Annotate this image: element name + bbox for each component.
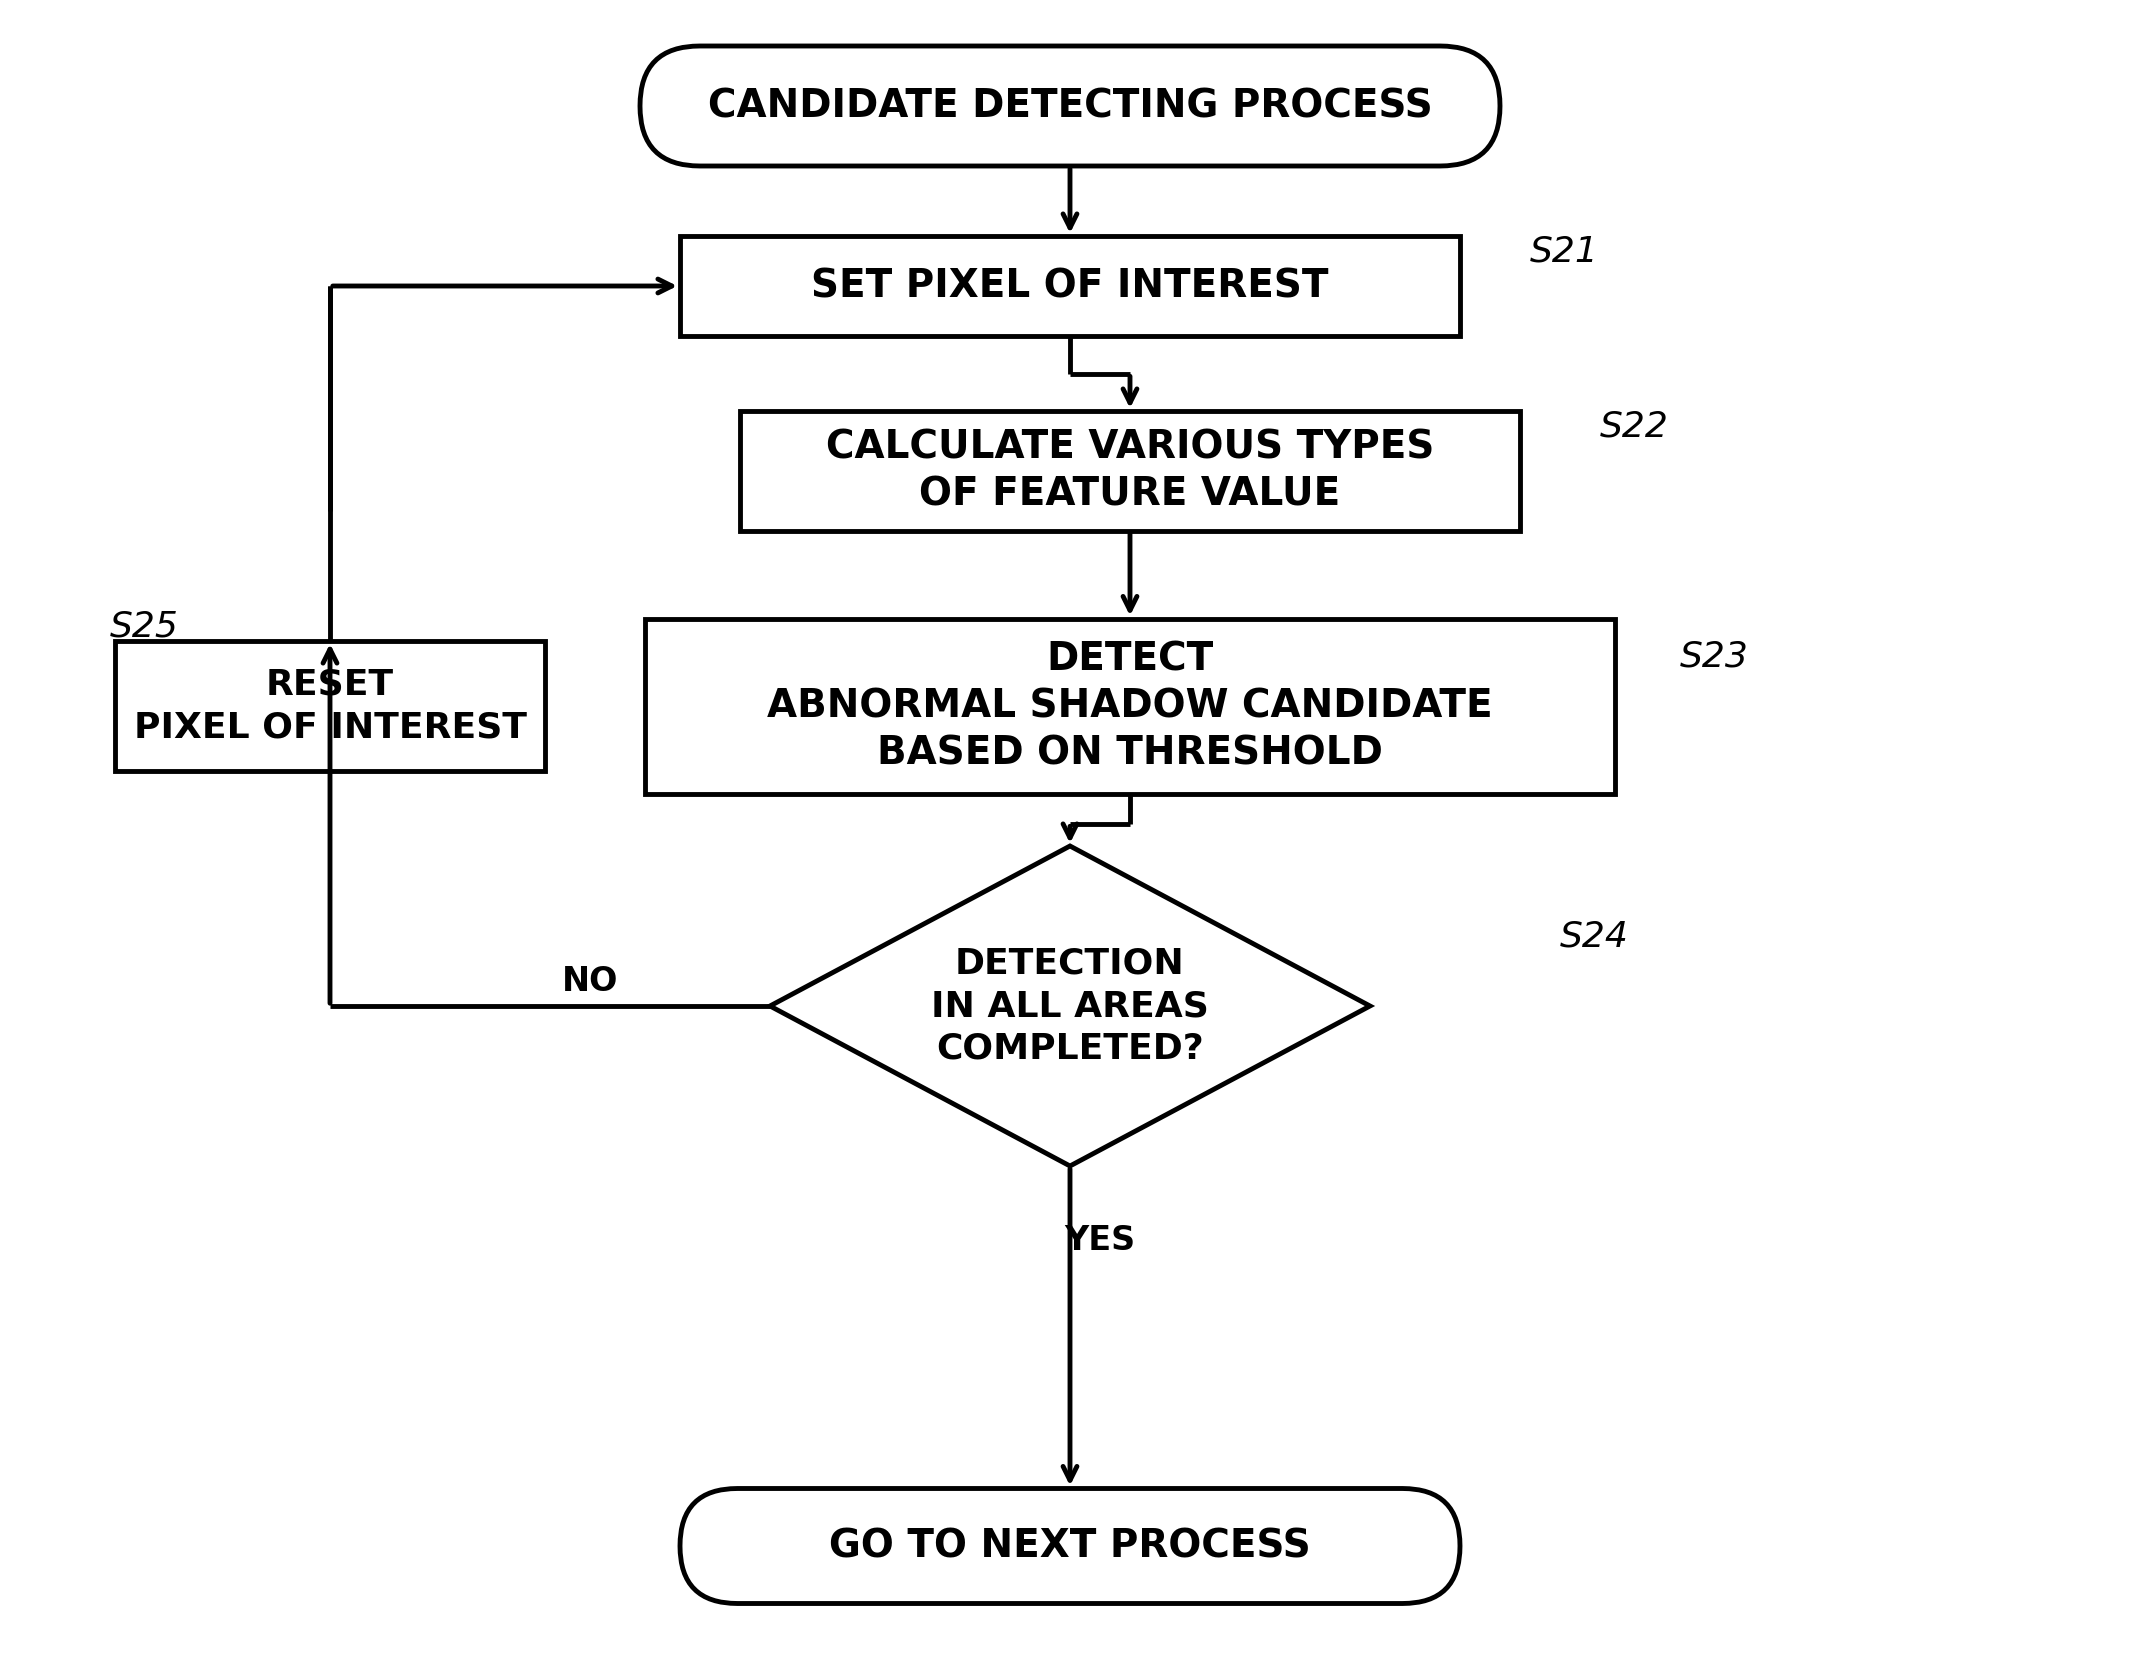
- Text: NO: NO: [563, 965, 618, 998]
- FancyBboxPatch shape: [740, 412, 1519, 531]
- Text: CANDIDATE DETECTING PROCESS: CANDIDATE DETECTING PROCESS: [708, 87, 1432, 125]
- Text: S21: S21: [1530, 233, 1599, 268]
- Text: RESET
PIXEL OF INTEREST: RESET PIXEL OF INTEREST: [133, 668, 526, 745]
- Text: S23: S23: [1680, 640, 1748, 673]
- Text: CALCULATE VARIOUS TYPES
OF FEATURE VALUE: CALCULATE VARIOUS TYPES OF FEATURE VALUE: [826, 428, 1434, 513]
- FancyBboxPatch shape: [681, 1488, 1459, 1603]
- Text: GO TO NEXT PROCESS: GO TO NEXT PROCESS: [828, 1528, 1312, 1564]
- Polygon shape: [770, 846, 1370, 1166]
- FancyBboxPatch shape: [116, 641, 546, 771]
- FancyBboxPatch shape: [644, 618, 1616, 793]
- Text: DETECT
ABNORMAL SHADOW CANDIDATE
BASED ON THRESHOLD: DETECT ABNORMAL SHADOW CANDIDATE BASED O…: [766, 640, 1494, 771]
- Text: YES: YES: [1064, 1225, 1136, 1258]
- FancyBboxPatch shape: [640, 47, 1500, 167]
- Text: DETECTION
IN ALL AREAS
COMPLETED?: DETECTION IN ALL AREAS COMPLETED?: [931, 946, 1209, 1065]
- Text: S22: S22: [1601, 408, 1669, 443]
- Text: SET PIXEL OF INTEREST: SET PIXEL OF INTEREST: [811, 267, 1329, 305]
- FancyBboxPatch shape: [681, 237, 1459, 337]
- Text: S25: S25: [109, 610, 180, 643]
- Text: S24: S24: [1560, 920, 1629, 953]
